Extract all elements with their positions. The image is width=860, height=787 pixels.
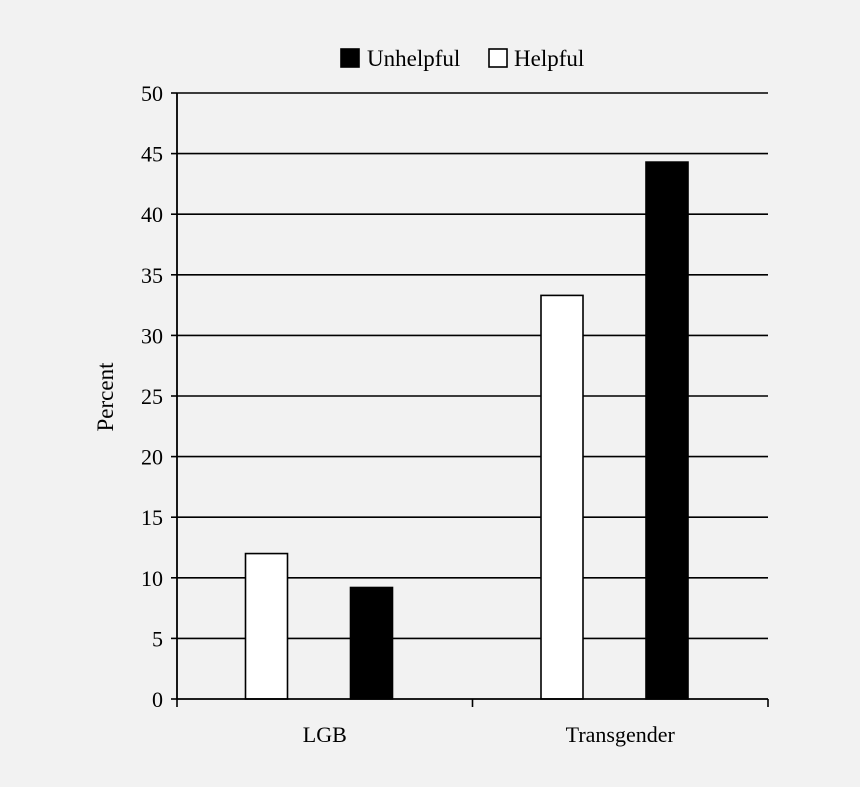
y-tick-label: 40	[141, 202, 163, 227]
y-tick-label: 35	[141, 263, 163, 288]
y-tick-label: 30	[141, 323, 163, 348]
legend-swatch-unhelpful	[340, 48, 360, 68]
x-tick-label: LGB	[303, 722, 347, 747]
y-axis-title: Percent	[93, 362, 118, 432]
bar-helpful-lgb	[244, 552, 289, 700]
y-tick-label: 15	[141, 505, 163, 530]
legend-label-unhelpful: Unhelpful	[367, 46, 460, 71]
y-tick-label: 20	[141, 445, 163, 470]
y-tick-label: 10	[141, 566, 163, 591]
bar-helpful-transgender	[540, 294, 584, 700]
tick-labels: 0 5 10 15 20 25 30 35 40 45 50 LGB Transgender	[141, 81, 676, 747]
y-tick-label: 5	[152, 626, 163, 651]
x-tick-label: Transgender	[566, 722, 676, 747]
bars	[244, 161, 689, 700]
y-tick-label: 50	[141, 81, 163, 106]
y-tick-label: 0	[152, 687, 163, 712]
axes	[171, 92, 769, 707]
legend-swatch-helpful	[488, 48, 508, 68]
y-tick-label: 25	[141, 384, 163, 409]
bar-unhelpful-lgb	[349, 586, 394, 700]
legend: Unhelpful Helpful	[340, 46, 584, 71]
bar-unhelpful-transgender	[645, 161, 689, 700]
legend-label-helpful: Helpful	[514, 46, 584, 71]
y-tick-label: 45	[141, 142, 163, 167]
